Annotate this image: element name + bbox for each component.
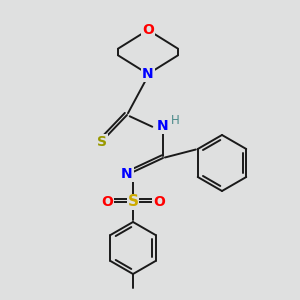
- Text: S: S: [97, 135, 107, 149]
- Text: S: S: [128, 194, 139, 209]
- Text: N: N: [121, 167, 133, 181]
- Text: H: H: [171, 113, 179, 127]
- Text: O: O: [142, 23, 154, 37]
- Text: O: O: [153, 195, 165, 209]
- Text: N: N: [157, 119, 169, 133]
- Text: O: O: [101, 195, 113, 209]
- Text: N: N: [142, 67, 154, 81]
